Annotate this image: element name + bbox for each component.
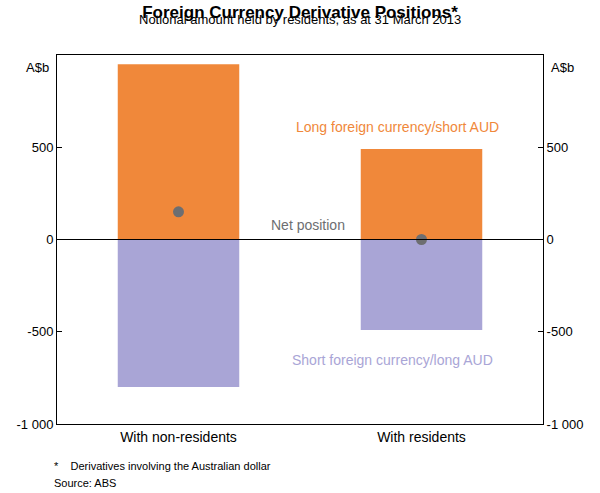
svg-text:-1 000: -1 000 <box>17 417 54 432</box>
svg-text:With non-residents: With non-residents <box>120 429 237 445</box>
svg-text:-500: -500 <box>547 324 573 339</box>
svg-text:Foreign Currency Derivative Po: Foreign Currency Derivative Positions* <box>142 3 458 22</box>
svg-text:With residents: With residents <box>377 429 466 445</box>
svg-text:* Derivatives involving the: * Derivatives involving the Australian d… <box>54 460 271 472</box>
svg-text:Long foreign currency/short AU: Long foreign currency/short AUD <box>296 119 499 135</box>
svg-text:500: 500 <box>547 140 569 155</box>
svg-text:Notional amount held by reside: Notional amount held by residents, as at… <box>139 12 461 27</box>
svg-text:A$b: A$b <box>551 60 574 75</box>
svg-text:500: 500 <box>32 140 54 155</box>
svg-text:A$b: A$b <box>26 60 49 75</box>
svg-text:Source: ABS: Source: ABS <box>54 477 116 489</box>
svg-text:-1 000: -1 000 <box>547 417 584 432</box>
svg-text:Short foreign currency/long AU: Short foreign currency/long AUD <box>292 352 493 368</box>
svg-text:Net position: Net position <box>271 217 345 233</box>
svg-text:-500: -500 <box>27 324 53 339</box>
svg-text:0: 0 <box>547 232 554 247</box>
svg-text:0: 0 <box>46 232 53 247</box>
